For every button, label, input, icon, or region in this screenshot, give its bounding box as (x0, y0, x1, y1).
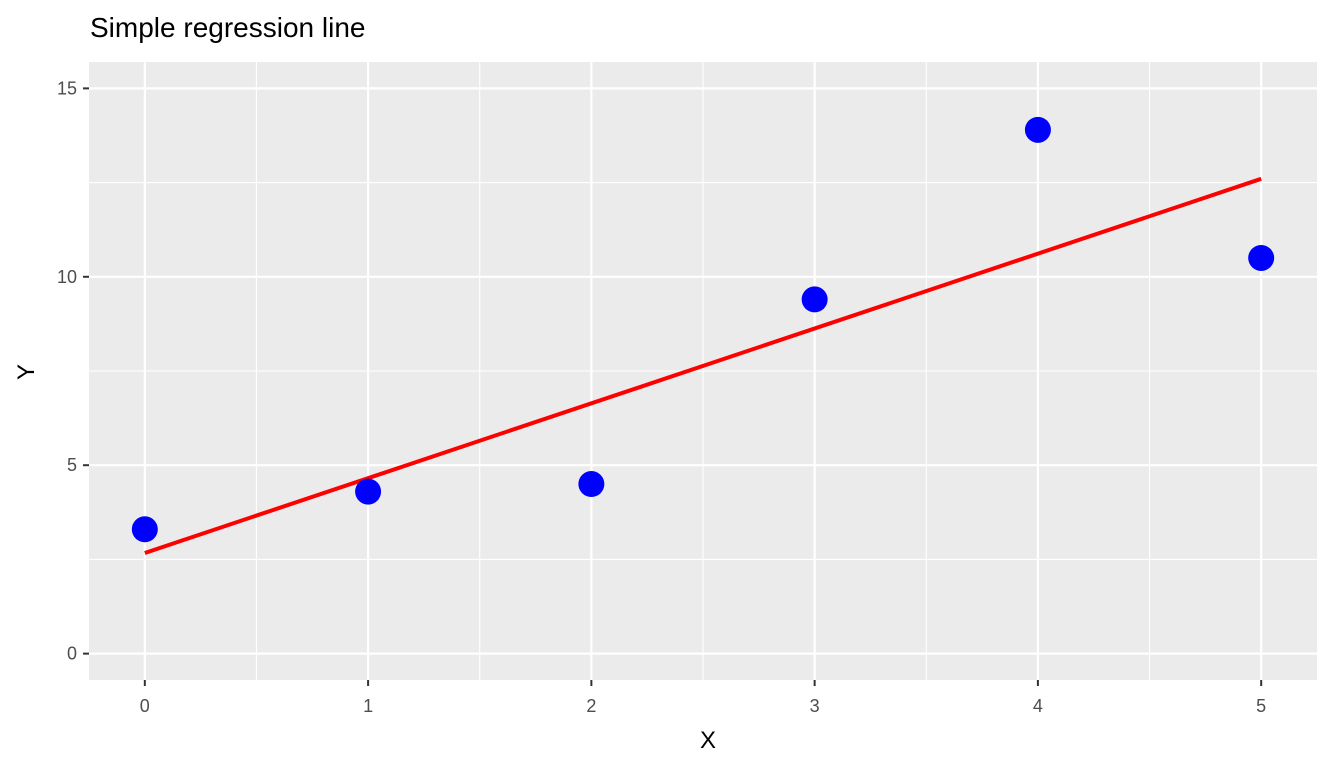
x-axis-title: X (700, 727, 716, 754)
scatter-point (131, 516, 158, 543)
scatter-points-layer (131, 116, 1275, 543)
major-gridlines (89, 62, 1317, 680)
scatter-point (801, 286, 828, 313)
regression-line (144, 176, 1262, 555)
x-tick-label: 5 (1256, 696, 1266, 716)
y-tick-label: 0 (67, 644, 77, 664)
regression-line-layer (144, 176, 1262, 555)
x-tick-label: 2 (586, 696, 596, 716)
x-tick-label: 1 (363, 696, 373, 716)
tick-labels: 0 1 2 3 4 5 0 5 10 15 (57, 78, 1266, 716)
scatter-point (1248, 244, 1275, 271)
scatter-point (1024, 116, 1051, 143)
y-tick-label: 10 (57, 267, 77, 287)
scatter-point (578, 471, 605, 498)
x-tick-label: 0 (140, 696, 150, 716)
y-tick-label: 5 (67, 455, 77, 475)
axis-ticks (83, 87, 1263, 686)
y-axis-title: Y (13, 364, 40, 380)
chart-title: Simple regression line (90, 12, 366, 43)
scatter-point (355, 478, 382, 505)
x-tick-label: 3 (810, 696, 820, 716)
minor-gridlines (89, 62, 1317, 680)
y-tick-label: 15 (57, 78, 77, 98)
x-tick-label: 4 (1033, 696, 1043, 716)
